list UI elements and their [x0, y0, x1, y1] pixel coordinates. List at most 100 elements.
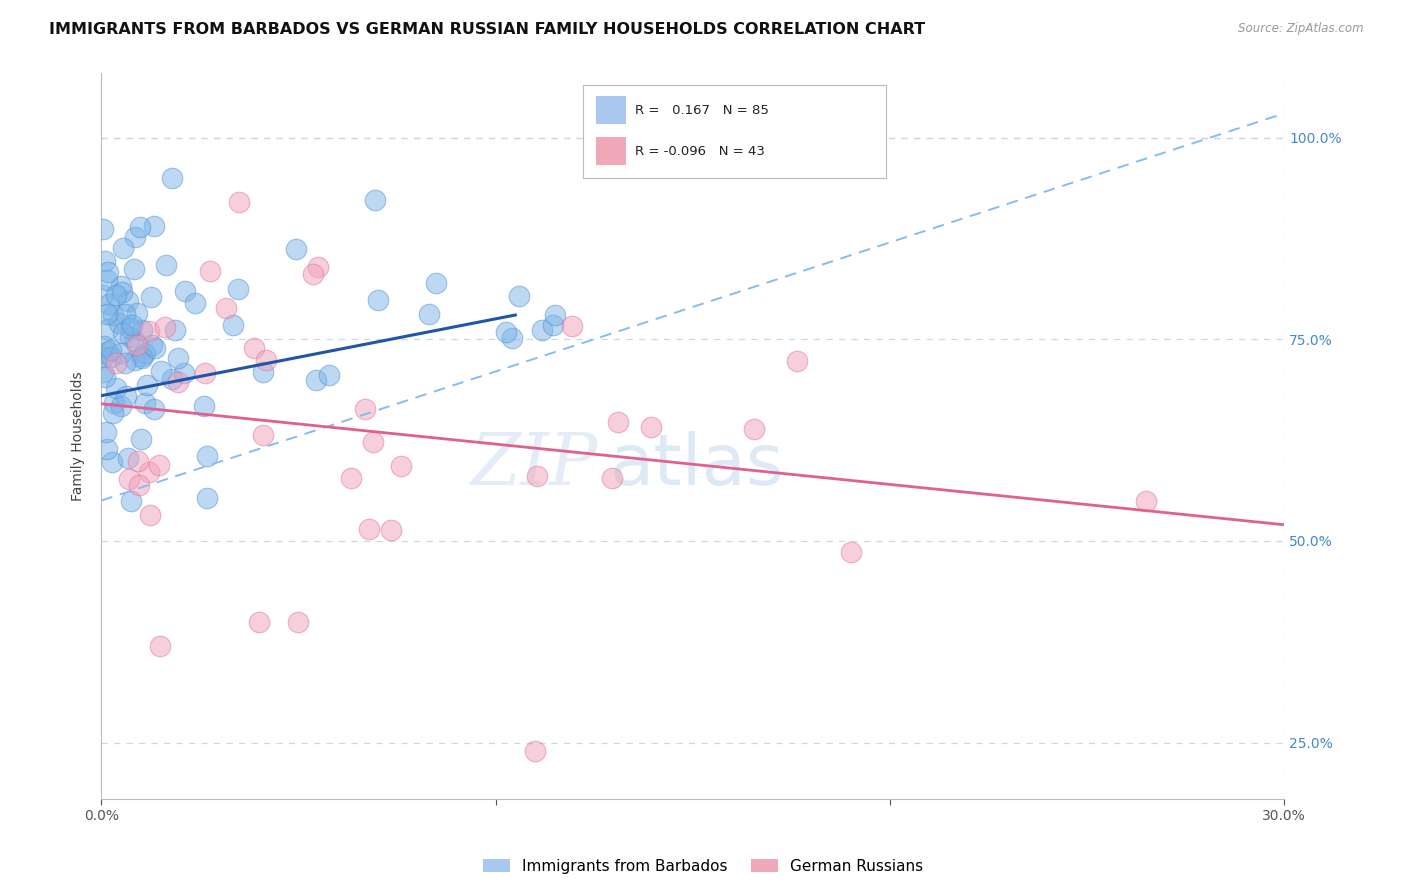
Point — [531, 323, 554, 337]
Bar — [596, 96, 626, 124]
Point — [129, 220, 152, 235]
Point — [143, 341, 166, 355]
Point — [284, 242, 307, 256]
Point — [165, 323, 187, 337]
Point — [105, 356, 128, 370]
Point — [495, 325, 517, 339]
Point — [103, 396, 125, 410]
Point — [121, 318, 143, 332]
Point — [302, 267, 325, 281]
Point — [141, 338, 163, 352]
Text: IMMIGRANTS FROM BARBADOS VS GERMAN RUSSIAN FAMILY HOUSEHOLDS CORRELATION CHART: IMMIGRANTS FROM BARBADOS VS GERMAN RUSSI… — [49, 22, 925, 37]
Point — [91, 222, 114, 236]
Point — [363, 434, 385, 449]
Point — [544, 308, 567, 322]
Point — [252, 365, 274, 379]
Text: Source: ZipAtlas.com: Source: ZipAtlas.com — [1239, 22, 1364, 36]
Point — [353, 401, 375, 416]
Point — [96, 307, 118, 321]
Point — [524, 744, 547, 758]
Point — [138, 324, 160, 338]
Point — [112, 326, 135, 341]
Point — [247, 615, 270, 629]
Point — [194, 366, 217, 380]
Point — [786, 353, 808, 368]
Point — [134, 346, 156, 360]
Point — [103, 308, 125, 322]
Point — [138, 466, 160, 480]
Point — [118, 321, 141, 335]
Point — [142, 219, 165, 234]
Point — [839, 545, 862, 559]
Point — [97, 322, 120, 336]
Point — [96, 442, 118, 456]
Point — [215, 301, 238, 316]
Point — [91, 287, 114, 301]
Point — [93, 339, 115, 353]
Point — [120, 493, 142, 508]
Point — [155, 320, 177, 334]
Point — [101, 455, 124, 469]
Point — [91, 350, 114, 364]
Point — [128, 478, 150, 492]
Bar — [596, 137, 626, 165]
Point — [110, 279, 132, 293]
Point — [166, 376, 188, 390]
Point — [124, 229, 146, 244]
Point — [131, 351, 153, 366]
Point — [111, 241, 134, 255]
Point — [501, 331, 523, 345]
Point — [127, 454, 149, 468]
Point — [142, 402, 165, 417]
Y-axis label: Family Households: Family Households — [72, 371, 86, 500]
Point — [198, 263, 221, 277]
Point — [108, 316, 131, 330]
Point — [364, 193, 387, 207]
Point — [1135, 493, 1157, 508]
Point — [228, 195, 250, 210]
Point — [560, 319, 582, 334]
Point — [96, 273, 118, 287]
Point — [97, 344, 120, 359]
Text: atlas: atlas — [610, 431, 785, 500]
Point — [98, 297, 121, 311]
Point — [111, 285, 134, 299]
Point — [131, 349, 153, 363]
Point — [184, 296, 207, 310]
Point — [125, 306, 148, 320]
Point — [307, 260, 329, 274]
Point — [139, 290, 162, 304]
Point — [508, 289, 530, 303]
Point — [125, 337, 148, 351]
Point — [160, 170, 183, 185]
Point — [105, 288, 128, 302]
Point — [526, 468, 548, 483]
Point — [195, 449, 218, 463]
Point — [173, 366, 195, 380]
Point — [100, 343, 122, 357]
Point — [359, 523, 381, 537]
Point — [155, 258, 177, 272]
Point — [162, 372, 184, 386]
Point — [305, 372, 328, 386]
Point — [339, 471, 361, 485]
Point — [117, 294, 139, 309]
Point — [101, 406, 124, 420]
Point — [149, 364, 172, 378]
Legend: Immigrants from Barbados, German Russians: Immigrants from Barbados, German Russian… — [477, 853, 929, 880]
Point — [222, 318, 245, 333]
Point — [96, 425, 118, 440]
Point — [91, 365, 114, 379]
Point — [195, 491, 218, 505]
Point — [742, 422, 765, 436]
Point — [367, 293, 389, 307]
Point — [129, 432, 152, 446]
Point — [602, 471, 624, 485]
Point — [94, 369, 117, 384]
Point — [228, 282, 250, 296]
Point — [105, 381, 128, 395]
Point — [124, 334, 146, 348]
Point — [418, 307, 440, 321]
Point — [100, 350, 122, 364]
Point — [118, 471, 141, 485]
